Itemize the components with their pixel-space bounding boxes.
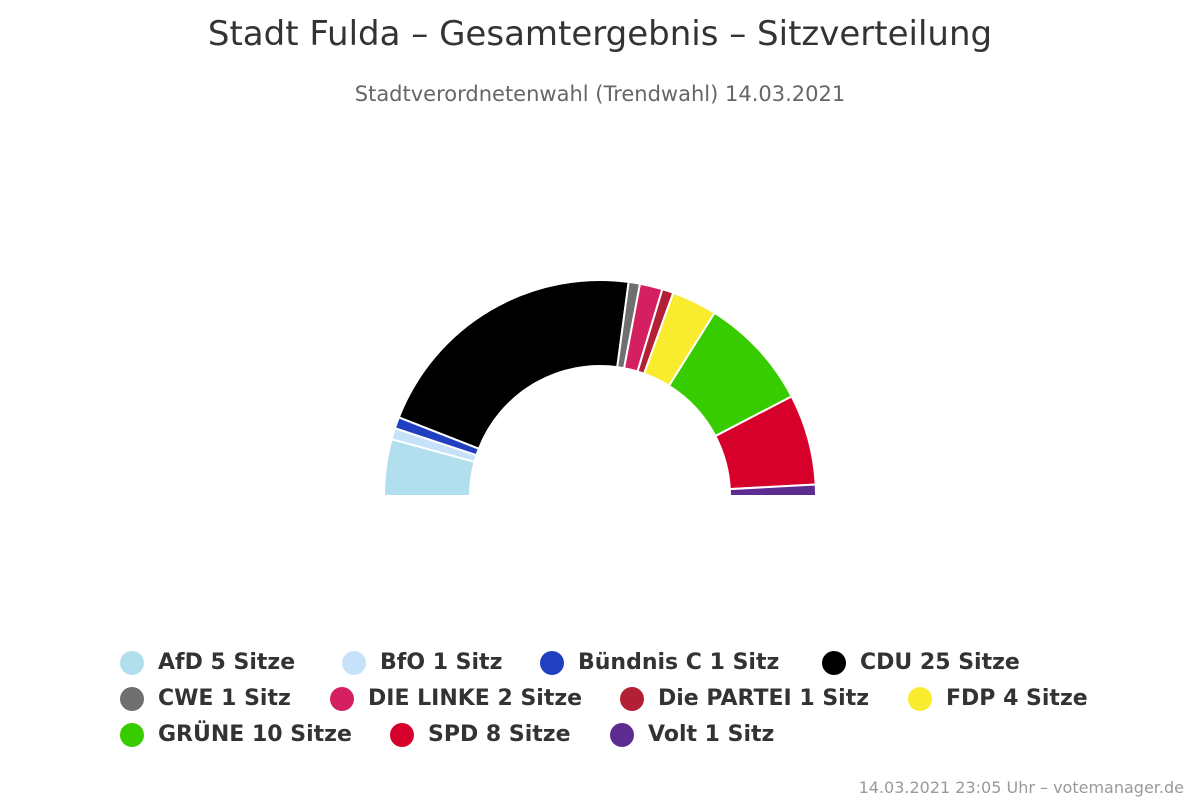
legend-label: FDP 4 Sitze: [946, 686, 1088, 711]
legend-color-dot-icon: [540, 650, 564, 675]
legend-color-dot-icon: [610, 722, 634, 747]
legend-item[interactable]: CWE 1 Sitz: [120, 686, 291, 711]
legend-row: GRÜNE 10 Sitze SPD 8 Sitze Volt 1 Sitz: [120, 722, 1120, 758]
legend-color-dot-icon: [908, 686, 932, 711]
legend-label: BfO 1 Sitz: [380, 650, 503, 675]
legend-color-dot-icon: [120, 722, 144, 747]
legend-label: AfD 5 Sitze: [158, 650, 296, 675]
legend-label: DIE LINKE 2 Sitze: [368, 686, 583, 711]
legend-label: Volt 1 Sitz: [648, 722, 775, 747]
legend-color-dot-icon: [120, 686, 144, 711]
legend-item[interactable]: AfD 5 Sitze: [120, 650, 295, 675]
legend-color-dot-icon: [342, 650, 366, 675]
legend-label: GRÜNE 10 Sitze: [158, 722, 352, 747]
chart-title: Stadt Fulda – Gesamtergebnis – Sitzverte…: [207, 14, 993, 54]
legend-item[interactable]: SPD 8 Sitze: [390, 722, 570, 747]
legend-item[interactable]: Volt 1 Sitz: [610, 722, 774, 747]
chart-legend: AfD 5 Sitze BfO 1 Sitz Bündnis C 1 Sitz CDU…: [120, 650, 1120, 758]
legend-row: CWE 1 Sitz DIE LINKE 2 Sitze Die PARTEI 1 …: [120, 686, 1120, 722]
legend-item[interactable]: CDU 25 Sitze: [822, 650, 1020, 675]
legend-color-dot-icon: [120, 650, 144, 675]
slice-volt[interactable]: [728, 483, 818, 497]
legend-item[interactable]: BfO 1 Sitz: [342, 650, 502, 675]
legend-item[interactable]: Bündnis C 1 Sitz: [540, 650, 779, 675]
legend-label: Bündnis C 1 Sitz: [578, 650, 780, 675]
legend-label: SPD 8 Sitze: [428, 722, 571, 747]
legend-item[interactable]: FDP 4 Sitze: [908, 686, 1088, 711]
legend-item[interactable]: GRÜNE 10 Sitze: [120, 722, 352, 747]
credits-text[interactable]: 14.03.2021 23:05 Uhr – votemanager.de: [858, 778, 1184, 797]
legend-color-dot-icon: [822, 650, 846, 675]
legend-row: AfD 5 Sitze BfO 1 Sitz Bündnis C 1 Sitz CDU…: [120, 650, 1120, 686]
legend-label: Die PARTEI 1 Sitz: [658, 686, 870, 711]
legend-color-dot-icon: [330, 686, 354, 711]
legend-color-dot-icon: [390, 722, 414, 747]
slice-cdu[interactable]: [397, 279, 630, 450]
legend-item[interactable]: Die PARTEI 1 Sitz: [620, 686, 869, 711]
legend-item[interactable]: DIE LINKE 2 Sitze: [330, 686, 582, 711]
legend-label: CWE 1 Sitz: [158, 686, 291, 711]
legend-color-dot-icon: [620, 686, 644, 711]
chart-subtitle: Stadtverordnetenwahl (Trendwahl) 14.03.2…: [354, 82, 846, 106]
legend-label: CDU 25 Sitze: [860, 650, 1020, 675]
